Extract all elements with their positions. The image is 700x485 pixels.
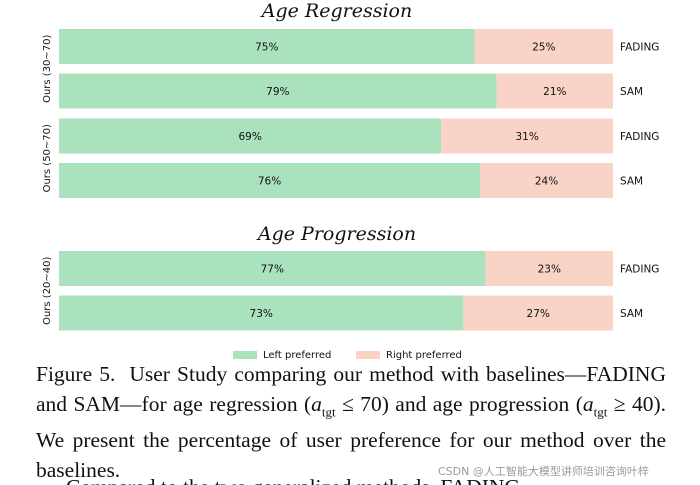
next-paragraph-fragment: Compared to the two generalized methods,…: [66, 473, 666, 485]
baseline-label: FADING: [620, 42, 659, 54]
bar-left-segment: [59, 251, 486, 286]
bar-left-segment: [59, 29, 475, 64]
bar-left-segment: [59, 73, 497, 109]
bar-right-segment: [441, 118, 613, 154]
bar-left-value: 73%: [250, 308, 273, 320]
bar-left-value: 75%: [255, 42, 278, 54]
bar-right-value: 27%: [527, 308, 550, 320]
section-title: Age Progression: [256, 223, 416, 245]
bar-right-segment: [463, 295, 613, 331]
bar-right-segment: [485, 251, 613, 286]
watermark: CSDN @人工智能大模型讲师培训咨询叶梓: [438, 465, 649, 478]
bar-left-value: 77%: [261, 264, 284, 276]
bar-right-value: 25%: [532, 42, 555, 54]
baseline-label: FADING: [620, 131, 659, 143]
legend-swatch-right: [356, 351, 380, 359]
legend-swatch-left: [233, 351, 257, 359]
bar-right-value: 24%: [535, 176, 558, 188]
baseline-label: SAM: [620, 308, 643, 320]
bar-right-segment: [474, 29, 613, 64]
bar-left-segment: [59, 163, 481, 198]
caption-text: User Study comparing our method with bas…: [36, 362, 666, 482]
bar-left-value: 69%: [238, 131, 261, 143]
bar-left-segment: [59, 295, 464, 331]
legend-label-right: Right preferred: [386, 350, 462, 360]
legend-label-left: Left preferred: [263, 350, 331, 360]
bar-left-value: 79%: [266, 86, 289, 98]
bar-right-segment: [496, 73, 613, 109]
group-label: Ours (20~40): [42, 256, 53, 324]
caption-lead: Figure 5.: [36, 362, 116, 386]
bar-right-value: 23%: [538, 264, 561, 276]
bar-right-value: 31%: [515, 131, 538, 143]
bar-left-value: 76%: [258, 176, 281, 188]
group-label: Ours (50~70): [42, 124, 53, 192]
baseline-label: SAM: [620, 176, 643, 188]
bar-right-value: 21%: [543, 86, 566, 98]
group-label: Ours (30~70): [42, 34, 53, 102]
section-title: Age Regression: [260, 0, 412, 22]
bar-right-segment: [480, 163, 613, 198]
bar-left-segment: [59, 118, 442, 154]
baseline-label: SAM: [620, 86, 643, 98]
baseline-label: FADING: [620, 264, 659, 276]
figure-caption: Figure 5. User Study comparing our method…: [36, 360, 666, 485]
user-study-chart: Age Regression 75% 25% FADING 79% 21% SAM Ours …: [42, 0, 659, 360]
